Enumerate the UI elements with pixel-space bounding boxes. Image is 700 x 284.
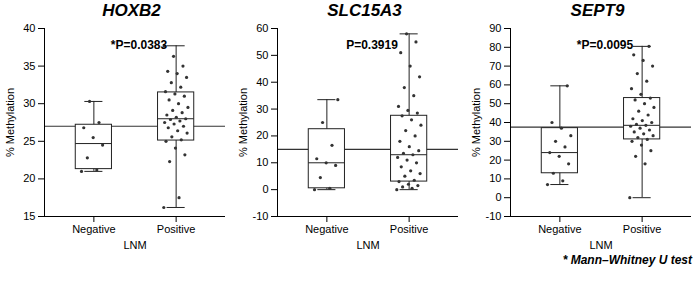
svg-text:Negative: Negative (72, 223, 115, 235)
svg-text:70: 70 (489, 60, 501, 72)
svg-text:0: 0 (495, 191, 501, 203)
svg-text:LNM: LNM (589, 239, 612, 251)
svg-text:*P=0.0383: *P=0.0383 (111, 38, 168, 52)
svg-text:15: 15 (23, 210, 35, 222)
svg-text:30: 30 (23, 97, 35, 109)
svg-text:20: 20 (23, 172, 35, 184)
svg-text:80: 80 (489, 41, 501, 53)
svg-text:30: 30 (256, 103, 268, 115)
svg-text:Positive: Positive (390, 223, 429, 235)
svg-text:P=0.3919: P=0.3919 (346, 38, 398, 52)
svg-text:Positive: Positive (623, 223, 662, 235)
html-text:SEPT9: SEPT9 (570, 1, 625, 20)
svg-text:10: 10 (489, 172, 501, 184)
html-text:SLC15A3: SLC15A3 (327, 1, 402, 20)
svg-text:25: 25 (23, 135, 35, 147)
svg-text:Positive: Positive (157, 223, 196, 235)
svg-text:*P=0.0095: *P=0.0095 (577, 38, 634, 52)
svg-text:20: 20 (489, 154, 501, 166)
svg-text:20: 20 (256, 129, 268, 141)
svg-text:% Methylation: % Methylation (237, 88, 249, 157)
svg-text:40: 40 (256, 76, 268, 88)
svg-text:35: 35 (23, 60, 35, 72)
svg-text:50: 50 (489, 97, 501, 109)
svg-text:Negative: Negative (538, 223, 581, 235)
svg-text:90: 90 (489, 22, 501, 34)
svg-text:50: 50 (256, 49, 268, 61)
svg-text:-10: -10 (486, 210, 502, 222)
html-text:* Mann–Whitney U test: * Mann–Whitney U test (562, 253, 692, 267)
svg-text:10: 10 (256, 156, 268, 168)
svg-text:40: 40 (23, 22, 35, 34)
svg-text:% Methylation: % Methylation (4, 88, 16, 157)
svg-text:LNM: LNM (123, 239, 146, 251)
svg-text:-10: -10 (253, 210, 269, 222)
svg-text:Negative: Negative (305, 223, 348, 235)
svg-text:LNM: LNM (356, 239, 379, 251)
html-text:HOXB2: HOXB2 (102, 1, 161, 20)
svg-text:% Methylation: % Methylation (470, 88, 482, 157)
svg-text:0: 0 (262, 183, 268, 195)
svg-text:40: 40 (489, 116, 501, 128)
svg-text:30: 30 (489, 135, 501, 147)
svg-text:60: 60 (256, 22, 268, 34)
svg-text:60: 60 (489, 78, 501, 90)
